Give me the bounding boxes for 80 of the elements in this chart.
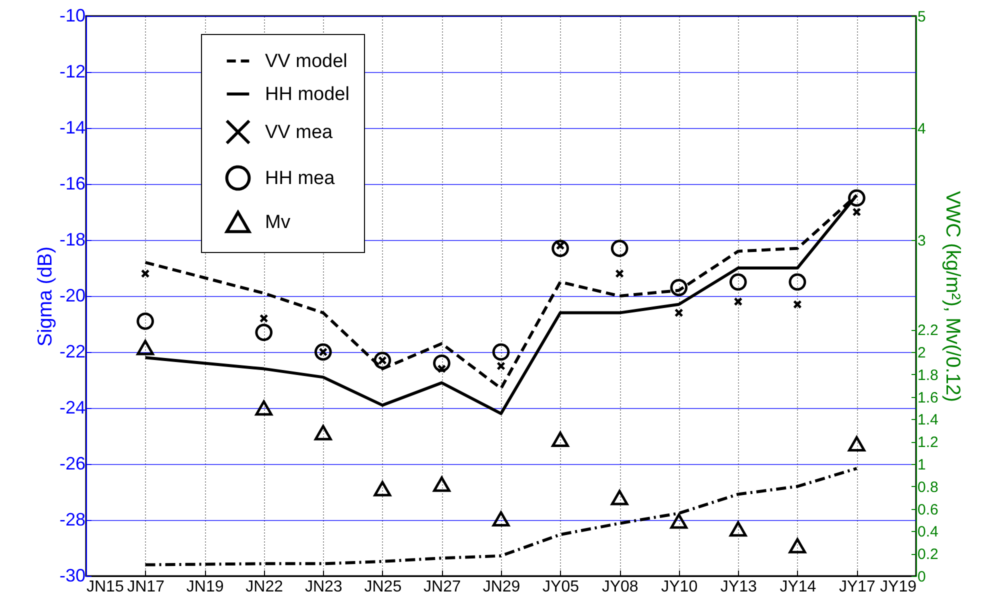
point xyxy=(610,490,628,506)
x-tick-label: JY19 xyxy=(880,578,917,596)
x-tick-label: JN22 xyxy=(246,578,284,596)
y2-tick-label: 3 xyxy=(918,232,926,250)
point xyxy=(729,273,747,291)
legend-label: HH model xyxy=(265,84,350,105)
line-series xyxy=(144,466,858,566)
y-tick-label: -18 xyxy=(59,230,86,250)
y-axis-title: Sigma (dB) xyxy=(34,246,56,347)
point xyxy=(314,424,332,440)
point xyxy=(433,354,450,372)
point xyxy=(848,436,866,452)
x-tick-label: JN25 xyxy=(364,578,402,596)
point xyxy=(374,480,392,496)
point xyxy=(136,340,154,356)
point xyxy=(670,513,688,529)
point xyxy=(788,273,806,291)
point xyxy=(788,538,806,554)
x-tick-label: JY08 xyxy=(602,578,638,596)
point xyxy=(255,400,273,416)
point xyxy=(610,240,628,258)
x-tick-label: JN17 xyxy=(127,578,165,596)
point xyxy=(136,312,154,330)
y2-tick-label: 5 xyxy=(918,8,926,26)
point xyxy=(552,432,569,448)
y2-tick-label: 1.2 xyxy=(918,434,938,452)
legend-label: VV mea xyxy=(265,122,334,143)
y-tick-label: -14 xyxy=(59,118,86,138)
point xyxy=(437,364,446,374)
point xyxy=(492,343,510,361)
x-tick-label: JY10 xyxy=(661,578,698,596)
point xyxy=(674,308,684,318)
y2-tick-label: 1.8 xyxy=(918,366,938,384)
y-tick-label: -10 xyxy=(59,6,86,26)
y2-tick-label: 0.2 xyxy=(918,546,938,564)
point xyxy=(852,208,862,216)
x-tick-label: JN15 xyxy=(86,578,124,596)
point xyxy=(140,269,150,278)
y2-tick-label: 0.6 xyxy=(918,501,938,518)
y-tick-label: -30 xyxy=(59,566,86,586)
y2-tick-label: 2 xyxy=(918,344,926,362)
y2-tick-label: 1 xyxy=(918,456,926,474)
point xyxy=(848,189,866,207)
point xyxy=(793,300,802,309)
y-tick-label: -28 xyxy=(59,510,86,530)
y-tick-label: -12 xyxy=(59,62,86,82)
point xyxy=(492,511,510,527)
x-tick-label: JY14 xyxy=(780,578,816,596)
point xyxy=(496,362,506,370)
point xyxy=(734,297,743,306)
y-tick-label: -24 xyxy=(59,398,86,418)
y2-tick-label: 2.2 xyxy=(918,322,938,340)
y2-tick-label: 0.4 xyxy=(918,524,938,541)
x-tick-label: JN27 xyxy=(424,578,461,596)
point xyxy=(615,269,624,278)
x-tick-label: JN19 xyxy=(186,578,224,596)
legend-label: Mv xyxy=(265,212,291,233)
y2-tick-label: 1.6 xyxy=(918,389,938,406)
x-tick-label: JN23 xyxy=(304,578,342,596)
y2-tick-label: 1.4 xyxy=(918,412,938,429)
y-tick-label: -26 xyxy=(59,454,86,474)
x-tick-label: JY17 xyxy=(838,578,876,596)
point xyxy=(729,521,747,537)
legend-label: HH mea xyxy=(265,168,336,189)
y-tick-label: -22 xyxy=(59,342,86,362)
y2-tick-label: 0.8 xyxy=(918,478,938,496)
legend-label: VV model xyxy=(265,51,348,72)
point xyxy=(255,324,273,342)
y-tick-label: -20 xyxy=(59,286,86,306)
y2-tick-label: 0 xyxy=(918,568,926,586)
point xyxy=(670,278,688,296)
y2-tick-label: 4 xyxy=(918,120,926,138)
x-tick-label: JY13 xyxy=(720,578,757,596)
y-tick-label: -16 xyxy=(59,174,86,194)
point xyxy=(259,314,268,323)
x-tick-label: JN29 xyxy=(482,578,520,596)
y2-axis-title: VWC (kg/m²), Mv(/0.12) xyxy=(941,190,964,402)
point xyxy=(433,476,450,492)
x-tick-label: JY05 xyxy=(542,578,580,596)
point xyxy=(552,240,569,258)
